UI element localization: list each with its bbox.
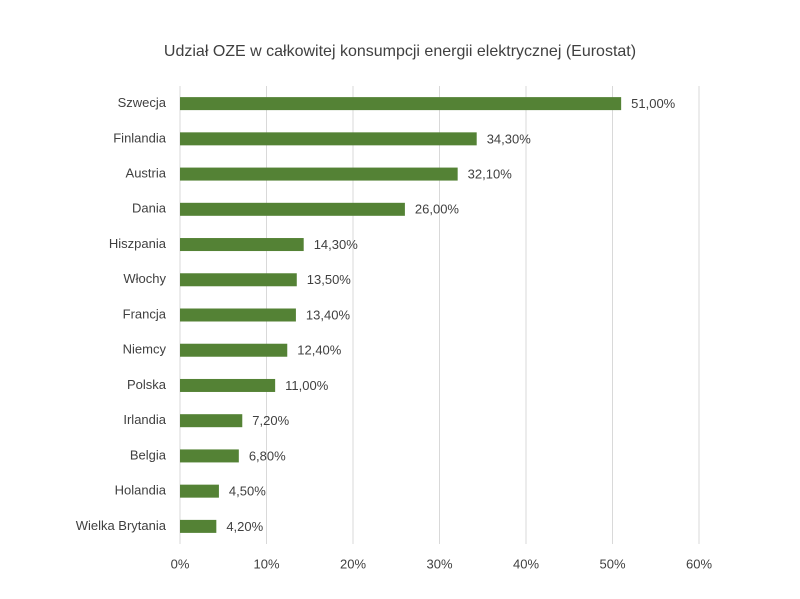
y-tick-label: Polska: [127, 377, 167, 392]
bar: [180, 343, 288, 357]
y-tick-label: Wielka Brytania: [76, 518, 167, 533]
data-label: 7,20%: [252, 413, 289, 428]
bar: [180, 167, 458, 181]
y-tick-label: Francja: [123, 306, 167, 321]
y-tick-label: Szwecja: [118, 95, 167, 110]
data-label: 4,20%: [226, 519, 263, 534]
bar: [180, 519, 217, 533]
data-label: 6,80%: [249, 448, 286, 463]
data-label: 4,50%: [229, 484, 266, 499]
x-tick-label: 20%: [340, 556, 366, 571]
bar: [180, 273, 297, 287]
bar: [180, 132, 477, 146]
x-tick-label: 60%: [686, 556, 712, 571]
chart-title: Udział OZE w całkowitej konsumpcji energ…: [164, 43, 636, 60]
x-tick-label: 30%: [426, 556, 452, 571]
y-tick-label: Belgia: [130, 447, 167, 462]
data-label: 14,30%: [314, 237, 359, 252]
x-tick-label: 40%: [513, 556, 539, 571]
bar: [180, 484, 219, 498]
x-tick-label: 0%: [171, 556, 190, 571]
y-tick-label: Austria: [126, 166, 167, 181]
y-tick-label: Finlandia: [113, 130, 167, 145]
bar: [180, 97, 622, 111]
data-label: 26,00%: [415, 202, 460, 217]
y-tick-label: Hiszpania: [109, 236, 167, 251]
y-tick-label: Holandia: [115, 483, 167, 498]
data-label: 51,00%: [631, 96, 676, 111]
y-tick-label: Dania: [132, 201, 167, 216]
bar: [180, 378, 276, 392]
bar: [180, 449, 239, 463]
y-tick-label: Niemcy: [123, 342, 167, 357]
bar: [180, 238, 304, 252]
data-label: 13,50%: [307, 272, 352, 287]
x-tick-label: 50%: [599, 556, 625, 571]
x-tick-label: 10%: [253, 556, 279, 571]
bar: [180, 308, 296, 322]
bar: [180, 202, 405, 216]
data-label: 12,40%: [297, 343, 342, 358]
data-label: 13,40%: [306, 307, 351, 322]
data-label: 32,10%: [468, 167, 513, 182]
data-label: 11,00%: [285, 378, 329, 393]
bar: [180, 414, 243, 428]
data-label: 34,30%: [487, 131, 532, 146]
y-tick-label: Włochy: [123, 271, 166, 286]
y-tick-label: Irlandia: [123, 412, 166, 427]
